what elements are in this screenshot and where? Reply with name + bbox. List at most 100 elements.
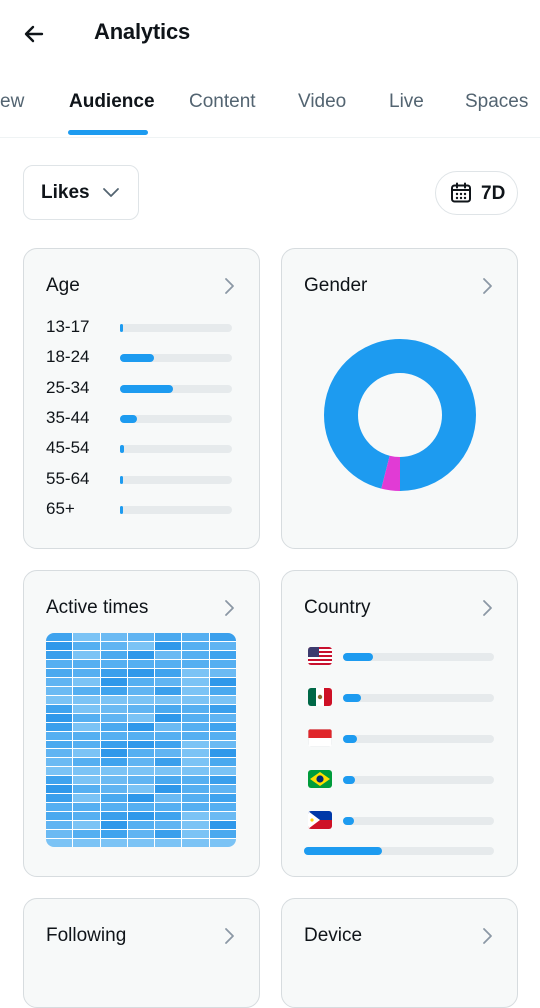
heatmap-cell [100,668,127,677]
heatmap-cell [73,803,100,812]
heatmap-cell [209,722,236,731]
heatmap-cell [209,668,236,677]
heatmap-cell [100,677,127,686]
age-row: 25-34 [46,378,236,398]
heatmap-cell [46,749,73,758]
age-bar-track [120,475,232,484]
heatmap-cell [155,731,182,740]
heatmap-cell [155,677,182,686]
heatmap-cell [155,713,182,722]
heatmap-cell [182,749,209,758]
heatmap-cell [100,812,127,821]
heatmap-cell [100,830,127,839]
heatmap-cell [155,704,182,713]
tab-bar: ew Audience Content Video Live Spaces [0,76,540,138]
country-row [308,811,498,831]
tab-overview[interactable]: ew [0,91,25,112]
heatmap-cell [209,731,236,740]
heatmap-cell [46,704,73,713]
heatmap-cell [73,758,100,767]
heatmap-cell [155,839,182,847]
active-times-card[interactable]: Active times [23,570,260,877]
tab-audience[interactable]: Audience [69,91,155,112]
heatmap-cell [209,812,236,821]
heatmap-cell [155,740,182,749]
tab-spaces[interactable]: Spaces [465,91,529,112]
date-range-button[interactable]: 7D [435,171,518,215]
age-range-label: 65+ [46,498,75,518]
heatmap-cell [182,839,209,847]
heatmap-cell [100,659,127,668]
age-bar [120,414,137,423]
device-card[interactable]: Device [281,898,518,1008]
country-bar [343,694,362,702]
heatmap-cell [127,686,155,695]
heatmap-cell [209,704,236,713]
age-range-label: 55-64 [46,468,90,488]
heatmap-cell [182,633,209,641]
heatmap-cell [127,668,155,677]
age-range-label: 13-17 [46,317,90,336]
age-bar-track [120,414,232,423]
heatmap-cell [73,668,100,677]
heatmap-cell [127,794,155,803]
us-flag-icon [308,647,332,665]
heatmap-cell [127,776,155,785]
heatmap-cell [100,767,127,776]
tab-video[interactable]: Video [298,91,347,112]
country-row [308,647,498,667]
age-bar-track [120,384,232,393]
gender-card[interactable]: Gender [281,248,518,549]
heatmap-cell [182,830,209,839]
heatmap-cell [100,758,127,767]
heatmap-cell [46,677,73,686]
arrow-left-icon[interactable] [20,20,48,48]
metric-dropdown[interactable]: Likes [23,165,139,220]
tab-content[interactable]: Content [189,91,256,112]
active-tab-indicator [68,130,148,135]
heatmap-cell [209,749,236,758]
heatmap-cell [209,641,236,650]
age-range-label: 45-54 [46,438,90,458]
age-card[interactable]: Age 13-17 18-24 25-34 35-44 45-54 55-64 65+ [23,248,260,549]
heatmap-cell [155,641,182,650]
heatmap-cell [127,677,155,686]
heatmap-cell [209,686,236,695]
heatmap-cell [100,633,127,641]
heatmap-cell [73,650,100,659]
age-row: 13-17 [46,317,236,337]
heatmap-cell [182,695,209,704]
heatmap-cell [100,803,127,812]
heatmap-cell [182,803,209,812]
heatmap-cell [100,695,127,704]
country-scrollbar[interactable] [304,847,494,855]
heatmap-cell [73,839,100,847]
heatmap-cell [127,758,155,767]
age-bar [120,324,123,332]
heatmap-cell [155,767,182,776]
age-row: 45-54 [46,438,236,458]
heatmap-cell [100,686,127,695]
heatmap-cell [182,776,209,785]
heatmap-cell [46,722,73,731]
following-card[interactable]: Following [23,898,260,1008]
heatmap-cell [46,776,73,785]
gender-slice-1 [324,339,476,491]
country-bar [343,776,356,784]
age-range-label: 35-44 [46,407,90,427]
country-card[interactable]: Country [281,570,518,877]
tab-live[interactable]: Live [389,91,424,112]
heatmap-cell [182,722,209,731]
heatmap-cell [100,713,127,722]
heatmap-cell [127,659,155,668]
heatmap-cell [73,749,100,758]
heatmap-cell [73,722,100,731]
heatmap-cell [155,830,182,839]
age-row: 65+ [46,499,236,519]
following-card-title: Following [46,925,127,946]
heatmap-cell [209,776,236,785]
heatmap-cell [46,659,73,668]
active-times-card-title: Active times [46,597,149,618]
heatmap-cell [155,794,182,803]
country-scrollbar-thumb[interactable] [304,847,382,855]
